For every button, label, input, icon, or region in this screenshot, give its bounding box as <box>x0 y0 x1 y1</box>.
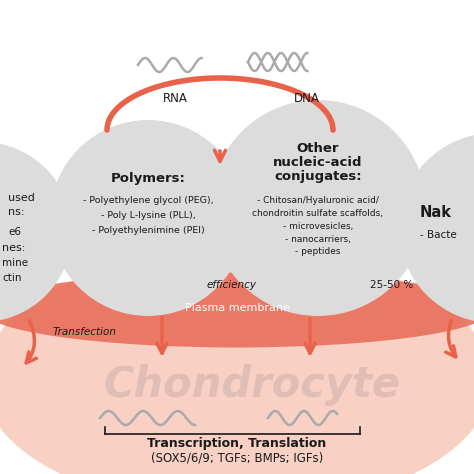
Text: Nak: Nak <box>420 204 452 219</box>
Text: e6: e6 <box>8 227 21 237</box>
Text: Transcription, Translation: Transcription, Translation <box>147 437 327 449</box>
Circle shape <box>210 100 426 316</box>
Text: (SOX5/6/9; TGFs; BMPs; IGFs): (SOX5/6/9; TGFs; BMPs; IGFs) <box>151 452 323 465</box>
Text: efficiency: efficiency <box>207 280 257 290</box>
Text: - Polyethylene glycol (PEG),: - Polyethylene glycol (PEG), <box>82 195 213 204</box>
Text: 25-50 %: 25-50 % <box>370 280 414 290</box>
Circle shape <box>0 142 72 322</box>
Text: Transfection: Transfection <box>53 327 117 337</box>
Ellipse shape <box>0 273 474 347</box>
Text: - Poly L-lysine (PLL),: - Poly L-lysine (PLL), <box>100 210 195 219</box>
Text: - microvesicles,: - microvesicles, <box>283 221 353 230</box>
Text: - peptides: - peptides <box>295 247 341 256</box>
Circle shape <box>50 120 246 316</box>
Text: Other: Other <box>297 142 339 155</box>
Ellipse shape <box>0 250 474 474</box>
Text: conjugates:: conjugates: <box>274 170 362 182</box>
Text: ctin: ctin <box>2 273 21 283</box>
Text: ns:: ns: <box>8 207 25 217</box>
Circle shape <box>399 133 474 323</box>
Text: chondroitin sulfate scaffolds,: chondroitin sulfate scaffolds, <box>253 209 383 218</box>
Text: - nanocarriers,: - nanocarriers, <box>285 235 351 244</box>
Text: mine: mine <box>2 258 28 268</box>
Text: Chondrocyte: Chondrocyte <box>103 364 401 406</box>
Text: RNA: RNA <box>163 91 187 104</box>
Text: Polymers:: Polymers: <box>110 172 185 184</box>
Text: nes:: nes: <box>2 243 26 253</box>
Text: used: used <box>8 193 35 203</box>
Text: - Polyethylenimine (PEI): - Polyethylenimine (PEI) <box>91 226 204 235</box>
Text: - Bacte: - Bacte <box>420 230 457 240</box>
Text: Plasma membrane: Plasma membrane <box>184 303 290 313</box>
Text: DNA: DNA <box>294 91 320 104</box>
Text: - Chitosan/Hyaluronic acid/: - Chitosan/Hyaluronic acid/ <box>257 195 379 204</box>
Text: nucleic-acid: nucleic-acid <box>273 155 363 168</box>
